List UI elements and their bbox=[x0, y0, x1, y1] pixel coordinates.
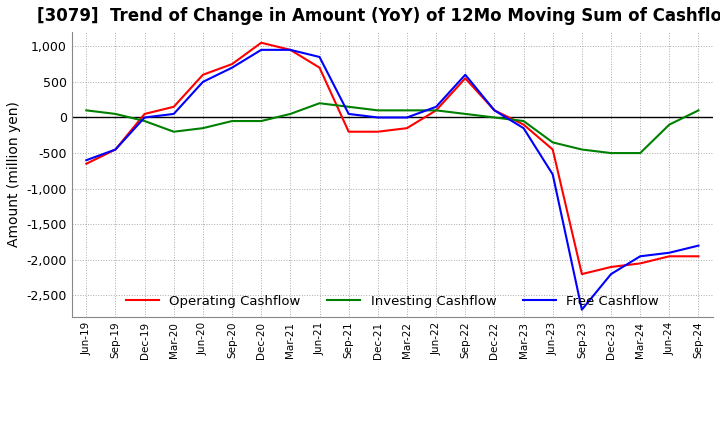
Operating Cashflow bbox=[82, 161, 91, 166]
Free Cashflow bbox=[432, 104, 441, 110]
Investing Cashflow bbox=[257, 118, 266, 124]
Operating Cashflow bbox=[549, 147, 557, 152]
Investing Cashflow bbox=[461, 111, 469, 117]
Operating Cashflow bbox=[199, 72, 207, 77]
Legend: Operating Cashflow, Investing Cashflow, Free Cashflow: Operating Cashflow, Investing Cashflow, … bbox=[120, 290, 665, 313]
Investing Cashflow bbox=[549, 140, 557, 145]
Free Cashflow bbox=[82, 158, 91, 163]
Investing Cashflow bbox=[140, 118, 149, 124]
Line: Investing Cashflow: Investing Cashflow bbox=[86, 103, 698, 153]
Free Cashflow bbox=[665, 250, 674, 255]
Investing Cashflow bbox=[374, 108, 382, 113]
Operating Cashflow bbox=[402, 125, 411, 131]
Operating Cashflow bbox=[140, 111, 149, 117]
Free Cashflow bbox=[402, 115, 411, 120]
Operating Cashflow bbox=[228, 62, 236, 67]
Investing Cashflow bbox=[607, 150, 616, 156]
Operating Cashflow bbox=[577, 271, 586, 277]
Investing Cashflow bbox=[228, 118, 236, 124]
Investing Cashflow bbox=[82, 108, 91, 113]
Operating Cashflow bbox=[344, 129, 353, 134]
Free Cashflow bbox=[199, 79, 207, 84]
Y-axis label: Amount (million yen): Amount (million yen) bbox=[7, 102, 21, 247]
Investing Cashflow bbox=[577, 147, 586, 152]
Operating Cashflow bbox=[432, 108, 441, 113]
Free Cashflow bbox=[228, 65, 236, 70]
Operating Cashflow bbox=[169, 104, 178, 110]
Investing Cashflow bbox=[199, 125, 207, 131]
Operating Cashflow bbox=[636, 261, 644, 266]
Operating Cashflow bbox=[461, 76, 469, 81]
Free Cashflow bbox=[169, 111, 178, 117]
Investing Cashflow bbox=[286, 111, 294, 117]
Investing Cashflow bbox=[344, 104, 353, 110]
Operating Cashflow bbox=[607, 264, 616, 270]
Investing Cashflow bbox=[665, 122, 674, 127]
Line: Operating Cashflow: Operating Cashflow bbox=[86, 43, 698, 274]
Free Cashflow bbox=[257, 47, 266, 52]
Free Cashflow bbox=[694, 243, 703, 248]
Investing Cashflow bbox=[315, 101, 324, 106]
Operating Cashflow bbox=[519, 122, 528, 127]
Investing Cashflow bbox=[694, 108, 703, 113]
Free Cashflow bbox=[490, 108, 499, 113]
Free Cashflow bbox=[636, 253, 644, 259]
Investing Cashflow bbox=[636, 150, 644, 156]
Free Cashflow bbox=[111, 147, 120, 152]
Operating Cashflow bbox=[374, 129, 382, 134]
Free Cashflow bbox=[549, 172, 557, 177]
Free Cashflow bbox=[461, 72, 469, 77]
Line: Free Cashflow: Free Cashflow bbox=[86, 50, 698, 310]
Operating Cashflow bbox=[694, 253, 703, 259]
Free Cashflow bbox=[374, 115, 382, 120]
Free Cashflow bbox=[286, 47, 294, 52]
Title: [3079]  Trend of Change in Amount (YoY) of 12Mo Moving Sum of Cashflows: [3079] Trend of Change in Amount (YoY) o… bbox=[37, 7, 720, 25]
Investing Cashflow bbox=[169, 129, 178, 134]
Investing Cashflow bbox=[519, 118, 528, 124]
Operating Cashflow bbox=[257, 40, 266, 45]
Free Cashflow bbox=[315, 54, 324, 59]
Investing Cashflow bbox=[432, 108, 441, 113]
Free Cashflow bbox=[344, 111, 353, 117]
Investing Cashflow bbox=[402, 108, 411, 113]
Free Cashflow bbox=[577, 307, 586, 312]
Operating Cashflow bbox=[665, 253, 674, 259]
Operating Cashflow bbox=[490, 108, 499, 113]
Free Cashflow bbox=[519, 125, 528, 131]
Free Cashflow bbox=[607, 271, 616, 277]
Operating Cashflow bbox=[286, 47, 294, 52]
Operating Cashflow bbox=[111, 147, 120, 152]
Operating Cashflow bbox=[315, 65, 324, 70]
Investing Cashflow bbox=[111, 111, 120, 117]
Free Cashflow bbox=[140, 115, 149, 120]
Investing Cashflow bbox=[490, 115, 499, 120]
